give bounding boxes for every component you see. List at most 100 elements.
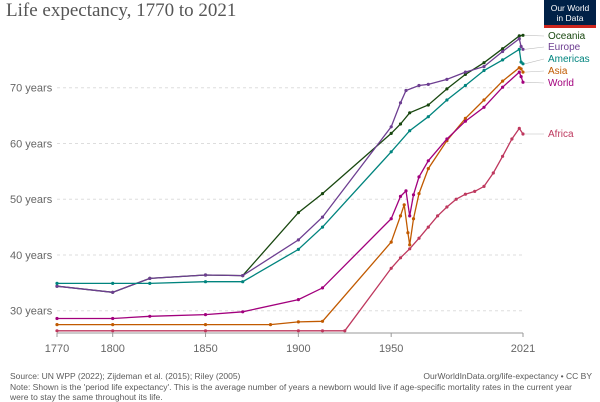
data-point[interactable] — [464, 117, 467, 120]
data-point[interactable] — [390, 241, 393, 244]
data-point[interactable] — [518, 48, 521, 51]
data-point[interactable] — [464, 120, 467, 123]
data-point[interactable] — [417, 84, 420, 87]
series-world[interactable] — [55, 71, 524, 321]
data-point[interactable] — [464, 71, 467, 74]
data-point[interactable] — [417, 175, 420, 178]
series-line[interactable] — [57, 72, 523, 318]
data-point[interactable] — [399, 256, 402, 259]
data-point[interactable] — [412, 193, 415, 196]
data-point[interactable] — [111, 329, 114, 332]
data-point[interactable] — [204, 313, 207, 316]
series-line[interactable] — [57, 128, 523, 330]
source-url-link[interactable]: OurWorldInData.org/life-expectancy • CC … — [423, 371, 592, 381]
data-point[interactable] — [241, 274, 244, 277]
data-point[interactable] — [55, 329, 58, 332]
data-point[interactable] — [404, 89, 407, 92]
data-point[interactable] — [390, 267, 393, 270]
data-point[interactable] — [482, 106, 485, 109]
data-point[interactable] — [417, 192, 420, 195]
data-point[interactable] — [297, 320, 300, 323]
data-point[interactable] — [473, 190, 476, 193]
data-point[interactable] — [445, 78, 448, 81]
data-point[interactable] — [321, 216, 324, 219]
data-point[interactable] — [445, 87, 448, 90]
data-point[interactable] — [269, 323, 272, 326]
data-point[interactable] — [399, 214, 402, 217]
data-point[interactable] — [204, 280, 207, 283]
data-point[interactable] — [427, 103, 430, 106]
data-point[interactable] — [406, 231, 409, 234]
data-point[interactable] — [148, 282, 151, 285]
data-point[interactable] — [518, 71, 521, 74]
data-point[interactable] — [390, 150, 393, 153]
data-point[interactable] — [55, 282, 58, 285]
data-point[interactable] — [111, 317, 114, 320]
data-point[interactable] — [204, 329, 207, 332]
data-point[interactable] — [399, 195, 402, 198]
data-point[interactable] — [111, 282, 114, 285]
data-point[interactable] — [321, 226, 324, 229]
data-point[interactable] — [55, 317, 58, 320]
data-point[interactable] — [482, 65, 485, 68]
data-point[interactable] — [521, 132, 524, 135]
data-point[interactable] — [445, 137, 448, 140]
data-point[interactable] — [482, 98, 485, 101]
data-point[interactable] — [521, 48, 524, 51]
data-point[interactable] — [521, 34, 524, 37]
series-lines[interactable] — [55, 34, 524, 333]
data-point[interactable] — [297, 238, 300, 241]
data-point[interactable] — [427, 226, 430, 229]
data-point[interactable] — [408, 111, 411, 114]
data-point[interactable] — [427, 115, 430, 118]
data-point[interactable] — [321, 320, 324, 323]
data-point[interactable] — [501, 86, 504, 89]
data-point[interactable] — [403, 203, 406, 206]
data-point[interactable] — [297, 211, 300, 214]
series-line[interactable] — [57, 68, 523, 325]
data-point[interactable] — [390, 132, 393, 135]
data-point[interactable] — [297, 329, 300, 332]
data-point[interactable] — [501, 58, 504, 61]
data-point[interactable] — [55, 323, 58, 326]
data-point[interactable] — [321, 286, 324, 289]
data-point[interactable] — [501, 155, 504, 158]
data-point[interactable] — [482, 185, 485, 188]
data-point[interactable] — [241, 310, 244, 313]
data-point[interactable] — [399, 122, 402, 125]
data-point[interactable] — [520, 45, 523, 48]
data-point[interactable] — [417, 237, 420, 240]
data-point[interactable] — [436, 214, 439, 217]
data-point[interactable] — [408, 214, 411, 217]
data-point[interactable] — [321, 329, 324, 332]
data-point[interactable] — [521, 62, 524, 65]
data-point[interactable] — [399, 101, 402, 104]
data-point[interactable] — [343, 329, 346, 332]
data-point[interactable] — [510, 137, 513, 140]
data-point[interactable] — [482, 61, 485, 64]
data-point[interactable] — [111, 291, 114, 294]
data-point[interactable] — [520, 67, 523, 70]
data-point[interactable] — [501, 50, 504, 53]
data-point[interactable] — [390, 217, 393, 220]
data-point[interactable] — [408, 247, 411, 250]
data-point[interactable] — [427, 83, 430, 86]
data-point[interactable] — [518, 127, 521, 130]
data-point[interactable] — [518, 34, 521, 37]
data-point[interactable] — [404, 189, 407, 192]
data-point[interactable] — [148, 315, 151, 318]
data-point[interactable] — [521, 81, 524, 84]
data-point[interactable] — [297, 248, 300, 251]
data-point[interactable] — [501, 80, 504, 83]
data-point[interactable] — [412, 217, 415, 220]
data-point[interactable] — [427, 167, 430, 170]
data-point[interactable] — [492, 171, 495, 174]
data-point[interactable] — [390, 125, 393, 128]
data-point[interactable] — [445, 98, 448, 101]
data-point[interactable] — [464, 84, 467, 87]
data-point[interactable] — [321, 192, 324, 195]
data-point[interactable] — [111, 323, 114, 326]
data-point[interactable] — [520, 75, 523, 78]
data-point[interactable] — [518, 37, 521, 40]
data-point[interactable] — [204, 323, 207, 326]
